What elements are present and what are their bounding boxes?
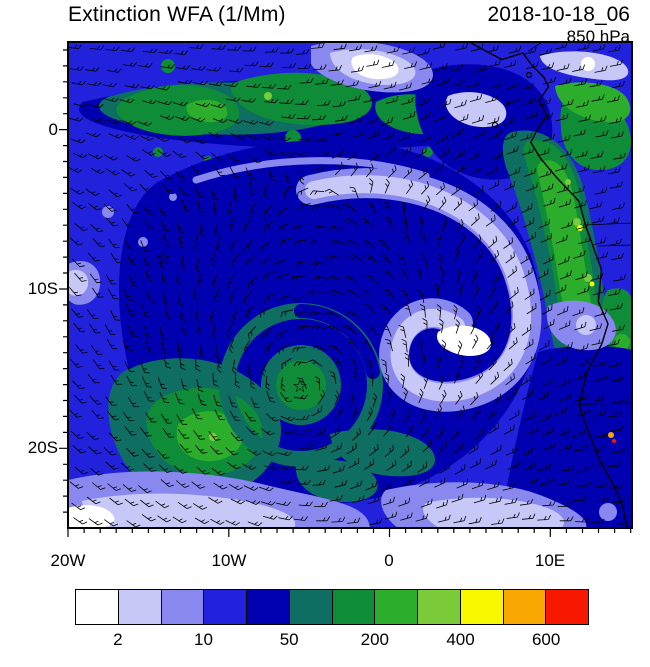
- colorbar-labels: 2 10 50 200 400 600: [75, 630, 589, 654]
- x-tick-label-20w: 20W: [50, 551, 86, 570]
- colorbar-cell-0: [75, 589, 119, 625]
- map-border: [67, 41, 633, 529]
- colorbar-cell-6: [331, 589, 376, 625]
- colorbar-cell-5: [288, 589, 333, 625]
- colorbar-cell-1: [117, 589, 162, 625]
- y-tick-label-10s: 10S: [27, 279, 58, 298]
- colorbar-cell-3: [203, 589, 247, 625]
- map-field: ☆☆: [68, 42, 632, 528]
- storm-marker-1: ☆: [155, 248, 171, 268]
- colorbar-tick-label: 200: [360, 630, 390, 649]
- y-tick-label-0: 0: [48, 120, 58, 139]
- x-tick-label-0: 0: [384, 551, 394, 570]
- colorbar-tick-label: 10: [194, 630, 213, 649]
- colorbar-tick-label: 50: [279, 630, 299, 649]
- island-bioko: [525, 71, 533, 79]
- colorbar-cell-9: [459, 589, 504, 625]
- colorbar-tick-label: 600: [531, 630, 561, 649]
- colorbar-tick-label: 2: [113, 630, 123, 649]
- plot-title: Extinction WFA (1/Mm): [68, 3, 286, 26]
- y-tick-label-20s: 20S: [27, 438, 58, 457]
- storm-marker-2: ☆: [292, 376, 308, 396]
- colorbar: [75, 589, 589, 625]
- wind-barbs: [68, 42, 628, 528]
- colorbar-cell-11: [545, 589, 589, 625]
- colorbar-cell-7: [374, 589, 418, 625]
- colorbar-cell-4: [246, 589, 290, 625]
- clean-air-comma: [305, 175, 531, 402]
- x-tick-label-10e: 10E: [534, 551, 566, 570]
- colorbar-cell-2: [160, 589, 205, 625]
- axis-ticks: [59, 49, 632, 537]
- valid-time-label: 2018-10-18_06: [487, 3, 630, 26]
- colorbar-cell-10: [502, 589, 547, 625]
- colorbar-cell-8: [417, 589, 461, 625]
- colorbar-tick-label: 400: [446, 630, 475, 649]
- x-tick-label-10w: 10W: [211, 551, 247, 570]
- extinction-field-contours: [68, 42, 632, 528]
- island-principe: [506, 102, 510, 106]
- island-saotome: [491, 121, 499, 129]
